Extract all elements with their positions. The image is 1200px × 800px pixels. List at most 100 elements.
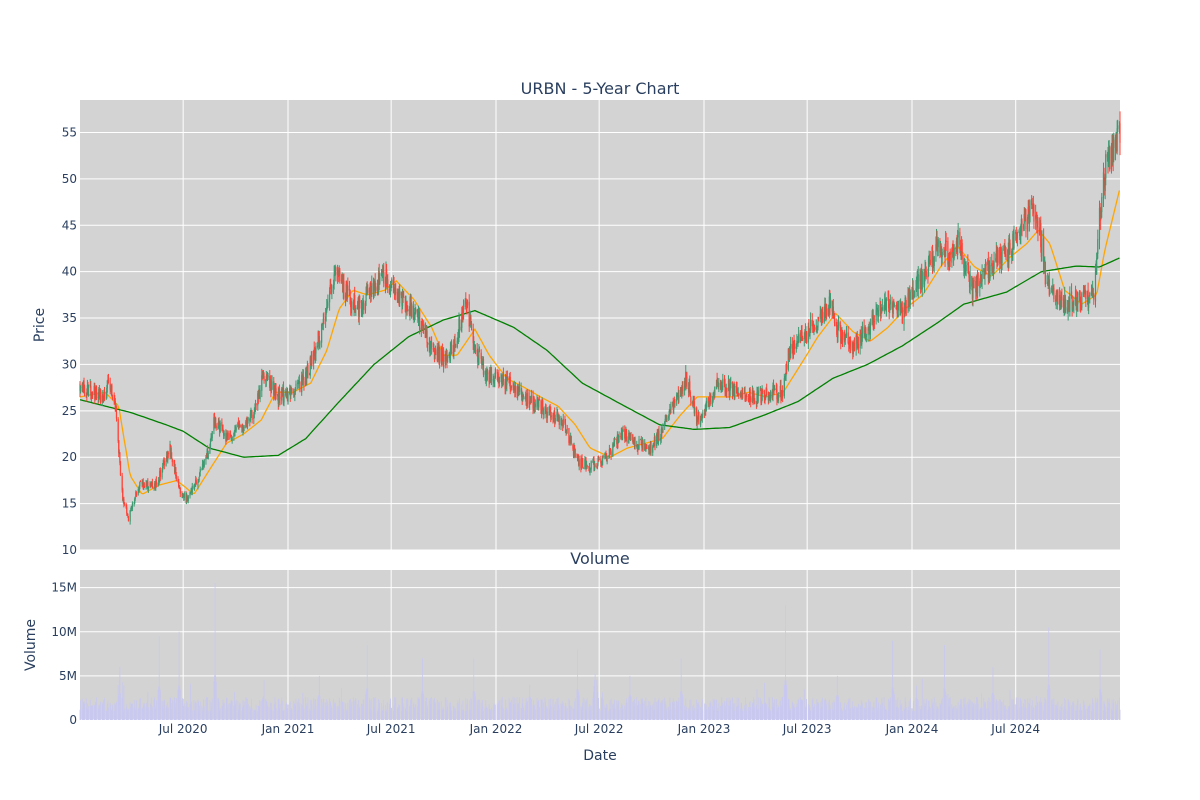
candlestick xyxy=(783,373,785,399)
candle-body xyxy=(293,391,295,393)
candle-body xyxy=(477,355,479,363)
volume-bar xyxy=(269,702,271,720)
volume-bar xyxy=(597,685,598,720)
volume-bar xyxy=(102,701,104,720)
candlestick xyxy=(929,250,931,266)
candlestick xyxy=(354,308,356,313)
volume-bar xyxy=(745,697,746,720)
volume-bar xyxy=(641,701,643,720)
volume-bar xyxy=(820,702,822,720)
volume-bar xyxy=(473,658,475,720)
volume-bar xyxy=(876,707,878,720)
candle-body xyxy=(1097,239,1099,254)
volume-bar xyxy=(171,699,173,720)
volume-bar xyxy=(383,699,385,720)
candle-body xyxy=(726,387,728,393)
candle-body xyxy=(753,393,755,402)
volume-bar xyxy=(891,687,893,720)
volume-bar xyxy=(502,707,504,720)
volume-bar xyxy=(632,701,634,720)
volume-bar xyxy=(716,699,717,720)
candle-body xyxy=(913,296,915,299)
candlestick xyxy=(690,396,692,406)
volume-bar xyxy=(872,710,874,720)
candlestick xyxy=(745,395,747,402)
candle-body xyxy=(968,272,970,278)
candle-body xyxy=(482,358,485,375)
volume-bar xyxy=(729,701,731,720)
candle-body xyxy=(219,422,221,433)
candle-body xyxy=(472,328,474,344)
volume-bar xyxy=(558,708,560,720)
volume-bar xyxy=(638,700,639,720)
volume-bar xyxy=(812,698,814,720)
candle-body xyxy=(194,483,196,487)
volume-bar xyxy=(620,708,622,720)
candle-body xyxy=(705,402,707,412)
volume-bar xyxy=(678,697,680,720)
candlestick xyxy=(710,392,712,406)
volume-bar xyxy=(819,708,821,720)
candlestick xyxy=(953,244,955,261)
candle-body xyxy=(589,468,591,472)
volume-bar xyxy=(295,705,296,720)
volume-bar xyxy=(765,702,766,720)
volume-bar xyxy=(370,698,372,720)
volume-bar xyxy=(876,697,878,720)
candlestick xyxy=(578,455,580,471)
volume-bar xyxy=(281,701,283,720)
candle-body xyxy=(366,290,368,295)
volume-bar xyxy=(221,706,223,720)
candlestick xyxy=(297,379,299,390)
volume-bar xyxy=(353,697,354,720)
candle-body xyxy=(772,384,775,391)
volume-bar xyxy=(748,706,749,720)
candlestick xyxy=(895,305,897,310)
candlestick xyxy=(143,482,145,488)
volume-bar xyxy=(843,707,845,720)
candle-body xyxy=(776,389,778,400)
candle-body xyxy=(717,381,719,383)
candle-body xyxy=(844,332,846,340)
volume-bar xyxy=(892,687,894,720)
candlestick xyxy=(233,432,235,441)
candlestick xyxy=(265,378,267,388)
volume-bar xyxy=(444,697,446,720)
volume-bar xyxy=(577,649,578,720)
volume-bar xyxy=(525,704,527,720)
volume-bar xyxy=(733,710,735,720)
candle-body xyxy=(446,350,448,363)
volume-bar xyxy=(625,703,627,720)
candlestick xyxy=(179,487,181,498)
candle-body xyxy=(426,330,428,344)
volume-bar xyxy=(151,705,153,720)
candlestick xyxy=(766,383,768,397)
volume-bar xyxy=(674,708,676,720)
candle-body xyxy=(645,448,647,451)
volume-bar xyxy=(329,698,330,720)
volume-bar xyxy=(668,706,670,720)
volume-bar xyxy=(462,700,464,720)
candle-body xyxy=(183,493,185,499)
volume-bar xyxy=(89,699,91,720)
volume-bar xyxy=(334,703,336,720)
volume-bar xyxy=(522,697,524,720)
candle-body xyxy=(494,377,496,381)
volume-bar xyxy=(238,704,240,720)
candlestick xyxy=(1027,200,1029,224)
volume-bar xyxy=(630,694,631,720)
volume-bar xyxy=(373,697,374,720)
candle-body xyxy=(161,469,163,478)
volume-bar xyxy=(153,699,155,720)
volume-bar xyxy=(485,700,487,720)
volume-bar xyxy=(233,705,235,720)
candlestick xyxy=(718,378,720,393)
volume-bar xyxy=(765,703,767,720)
candlestick xyxy=(139,480,142,483)
candle-body xyxy=(249,413,251,421)
volume-bar xyxy=(640,698,642,720)
volume-bar xyxy=(497,702,499,720)
candle-body xyxy=(652,444,654,447)
candle-body xyxy=(278,389,280,404)
candle-body xyxy=(941,251,943,257)
